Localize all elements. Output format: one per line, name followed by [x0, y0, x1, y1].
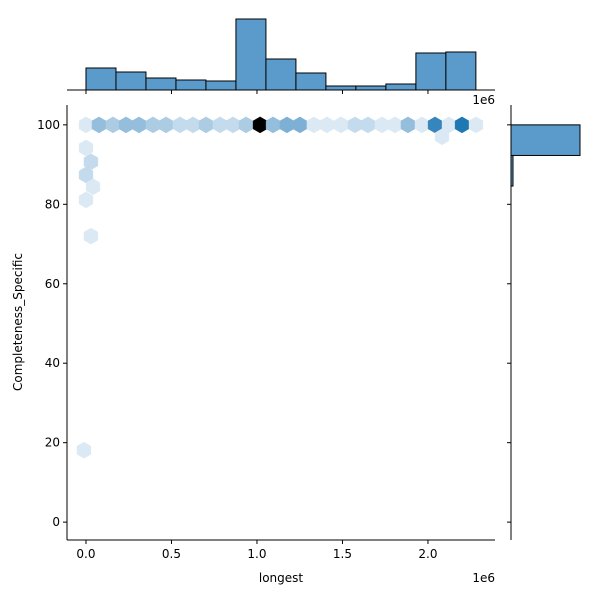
hexbin-cell [172, 116, 188, 134]
marginal-x-bar [265, 58, 297, 91]
x-tick-label: 0.0 [76, 547, 95, 561]
y-axis-label: Completeness_Specific [11, 253, 25, 391]
hexbin-cell [78, 139, 94, 157]
hexbin-cell [306, 116, 322, 134]
hexbin-cell [145, 116, 161, 134]
hexbin-cell [468, 116, 484, 134]
marginal-x-bar [355, 85, 387, 91]
x-offset-label: 1e6 [472, 571, 495, 585]
marginal-x-bar [175, 79, 207, 91]
hexbin-cell [434, 128, 450, 146]
hexbin-cell [265, 116, 281, 134]
hexbin-cell [387, 116, 403, 134]
x-axis-label: longest [259, 571, 304, 585]
hexbin-cell [158, 116, 174, 134]
y-tick-label: 80 [45, 197, 60, 211]
hexbin-cell [333, 116, 349, 134]
marginal-y-bar [510, 124, 581, 156]
hexbin-cell [76, 441, 92, 459]
y-tick-label: 20 [45, 436, 60, 450]
x-tick-label: 0.5 [162, 547, 181, 561]
marginal-x-bar [115, 71, 147, 91]
x-tick-label: 1.0 [247, 547, 266, 561]
y-tick-label: 40 [45, 356, 60, 370]
hexbin-cell [212, 116, 228, 134]
marginal-x-bar [85, 67, 117, 91]
marginal-x-bar [415, 52, 447, 91]
hexbin-cell [252, 116, 268, 134]
hexbin-cell [279, 116, 295, 134]
hexbin-cell [198, 116, 214, 134]
hexbin-cell [374, 116, 390, 134]
hexbin-cell [360, 116, 376, 134]
marginal-x-bar [325, 85, 357, 91]
marginal-x-bar [385, 83, 417, 91]
y-tick-label: 100 [37, 118, 60, 132]
marginal-x-bar [235, 18, 267, 91]
y-tick-label: 60 [45, 277, 60, 291]
hexbin-cell [347, 116, 363, 134]
marginal-x-bar [145, 77, 177, 91]
hexbin-cell [91, 116, 107, 134]
hexbin-cell [85, 178, 101, 196]
hexbin-cell [105, 116, 121, 134]
hexbin-cell [118, 116, 134, 134]
marginal-x-bar [445, 51, 477, 91]
hexbin-cell [319, 116, 335, 134]
y-tick-label: 0 [52, 515, 60, 529]
marginal-x-bar [205, 80, 237, 91]
hexbin-cell [185, 116, 201, 134]
hexbin-cell [238, 116, 254, 134]
hexbin-cell [400, 116, 416, 134]
hexbin-cell [83, 227, 99, 245]
hexbin-cell [78, 191, 94, 209]
hexbin-cell [414, 116, 430, 134]
hexbin-cell [225, 116, 241, 134]
hexbin-cell [454, 116, 470, 134]
hexbin-cell [292, 116, 308, 134]
x-tick-label: 2.0 [418, 547, 437, 561]
marginal-x-bar [295, 72, 327, 91]
x-tick-label: 1.5 [333, 547, 352, 561]
hexbin-cell [131, 116, 147, 134]
hexbin-cell [78, 116, 94, 134]
x-offset-label: 1e6 [472, 93, 495, 107]
